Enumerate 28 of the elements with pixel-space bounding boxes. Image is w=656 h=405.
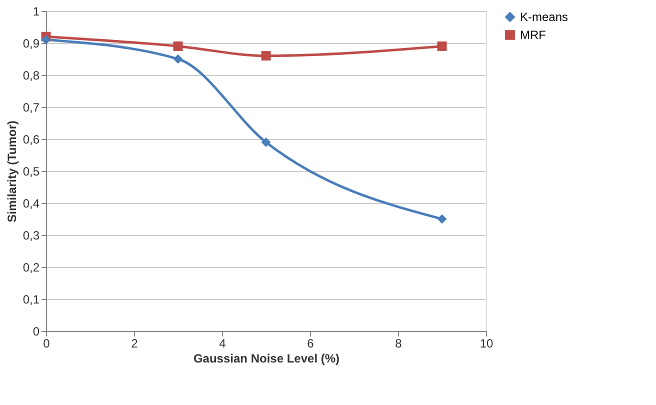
y-tick-label: 0,2 (22, 260, 40, 274)
x-tick-label: 0 (43, 336, 50, 350)
legend-label: K-means (520, 10, 568, 24)
point (173, 41, 183, 51)
y-tick-label: 0,4 (22, 196, 40, 210)
point (41, 35, 51, 45)
y-tick-label: 0,7 (22, 100, 40, 114)
y-tick-label: 0,9 (22, 36, 40, 50)
y-tick-label: 0,1 (22, 292, 40, 306)
y-axis-title: Similarity (Tumor) (4, 120, 19, 222)
x-tick-label: 10 (480, 336, 494, 350)
y-tick-label: 0,6 (22, 132, 40, 146)
point (261, 51, 271, 61)
point (437, 214, 447, 224)
x-tick-label: 8 (395, 336, 402, 350)
y-tick-label: 1 (32, 4, 40, 18)
y-tick-label: 0,5 (22, 164, 40, 178)
x-tick-label: 4 (219, 336, 226, 350)
x-tick-label: 2 (131, 336, 138, 350)
y-tick-label: 0,8 (22, 68, 40, 82)
y-tick-label: 0,3 (22, 228, 40, 242)
point (437, 41, 447, 51)
point (261, 137, 271, 147)
point (173, 54, 183, 64)
x-tick-label: 6 (307, 336, 314, 350)
legend-label: MRF (520, 28, 546, 42)
x-axis-title: Gaussian Noise Level (%) (193, 352, 340, 366)
y-tick-label: 0 (32, 324, 40, 338)
